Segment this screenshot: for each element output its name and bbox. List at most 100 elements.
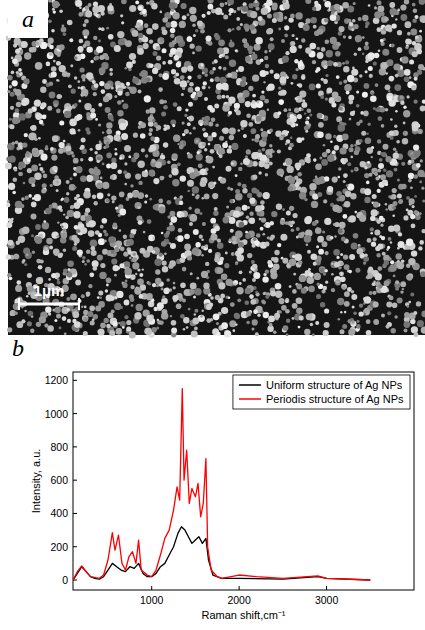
grain <box>307 276 315 284</box>
grain <box>232 28 235 31</box>
grain <box>78 100 81 103</box>
grain <box>334 235 336 237</box>
grain <box>382 252 386 256</box>
grain <box>269 144 272 147</box>
grain <box>96 46 103 53</box>
grain <box>83 23 87 27</box>
grain <box>31 183 35 187</box>
grain <box>307 159 311 163</box>
grain <box>45 208 52 215</box>
grain <box>12 142 15 145</box>
grain <box>7 75 13 81</box>
grain <box>153 43 160 50</box>
grain <box>51 231 58 238</box>
grain <box>39 316 46 323</box>
grain <box>413 311 417 315</box>
grain <box>249 294 254 299</box>
grain <box>258 157 261 160</box>
grain <box>138 33 143 38</box>
grain <box>212 67 216 71</box>
grain <box>70 293 77 300</box>
grain <box>202 142 206 146</box>
grain <box>70 177 73 180</box>
grain <box>350 111 355 116</box>
grain <box>31 165 38 172</box>
grain <box>101 89 106 94</box>
grain <box>181 3 187 9</box>
grain <box>188 87 194 93</box>
grain <box>334 145 339 150</box>
grain <box>363 111 369 117</box>
grain <box>364 197 370 203</box>
grain <box>134 312 141 319</box>
grain <box>51 71 57 77</box>
grain <box>164 252 167 255</box>
grain <box>309 272 314 277</box>
grain <box>180 314 185 319</box>
grain <box>198 119 204 125</box>
grain <box>324 176 329 181</box>
grain <box>236 287 243 294</box>
grain <box>417 170 424 177</box>
grain <box>53 248 60 255</box>
grain <box>144 328 152 336</box>
grain <box>108 313 114 319</box>
grain <box>130 184 133 187</box>
grain <box>269 236 273 240</box>
grain <box>71 235 77 241</box>
grain <box>354 150 359 155</box>
grain <box>310 17 317 24</box>
grain <box>148 132 152 136</box>
grain <box>272 5 278 11</box>
grain <box>297 84 299 86</box>
grain <box>351 294 357 300</box>
grain <box>349 118 352 121</box>
grain <box>80 67 85 72</box>
grain <box>278 99 284 105</box>
grain <box>350 144 354 148</box>
grain <box>295 162 302 169</box>
grain <box>236 26 241 31</box>
grain <box>251 260 255 264</box>
grain <box>281 305 287 311</box>
grain <box>192 186 199 193</box>
grain <box>401 56 408 63</box>
grain <box>84 19 89 24</box>
grain <box>422 200 425 203</box>
grain <box>247 193 252 198</box>
grain <box>295 97 298 100</box>
grain <box>284 34 288 38</box>
grain <box>27 286 33 292</box>
grain <box>92 6 99 13</box>
grain <box>134 287 141 294</box>
grain <box>233 329 235 331</box>
grain <box>229 128 236 135</box>
grain <box>287 166 294 173</box>
grain <box>112 200 115 203</box>
grain <box>63 249 66 252</box>
grain <box>153 122 158 127</box>
grain <box>224 263 229 268</box>
grain <box>341 284 347 290</box>
grain <box>39 164 41 166</box>
grain <box>66 146 72 152</box>
grain <box>106 284 109 287</box>
grain <box>325 251 329 255</box>
grain <box>292 34 295 37</box>
grain <box>278 87 281 90</box>
grain <box>101 27 105 31</box>
grain <box>254 44 261 51</box>
grain <box>98 328 105 335</box>
grain <box>129 87 136 94</box>
grain <box>320 95 324 99</box>
grain <box>143 43 149 49</box>
grain <box>235 49 238 52</box>
grain <box>44 247 48 251</box>
grain <box>68 106 72 110</box>
grain <box>203 132 208 137</box>
grain <box>200 123 203 126</box>
grain <box>130 274 136 280</box>
grain <box>9 156 16 163</box>
grain <box>217 239 221 243</box>
grain <box>364 188 371 195</box>
